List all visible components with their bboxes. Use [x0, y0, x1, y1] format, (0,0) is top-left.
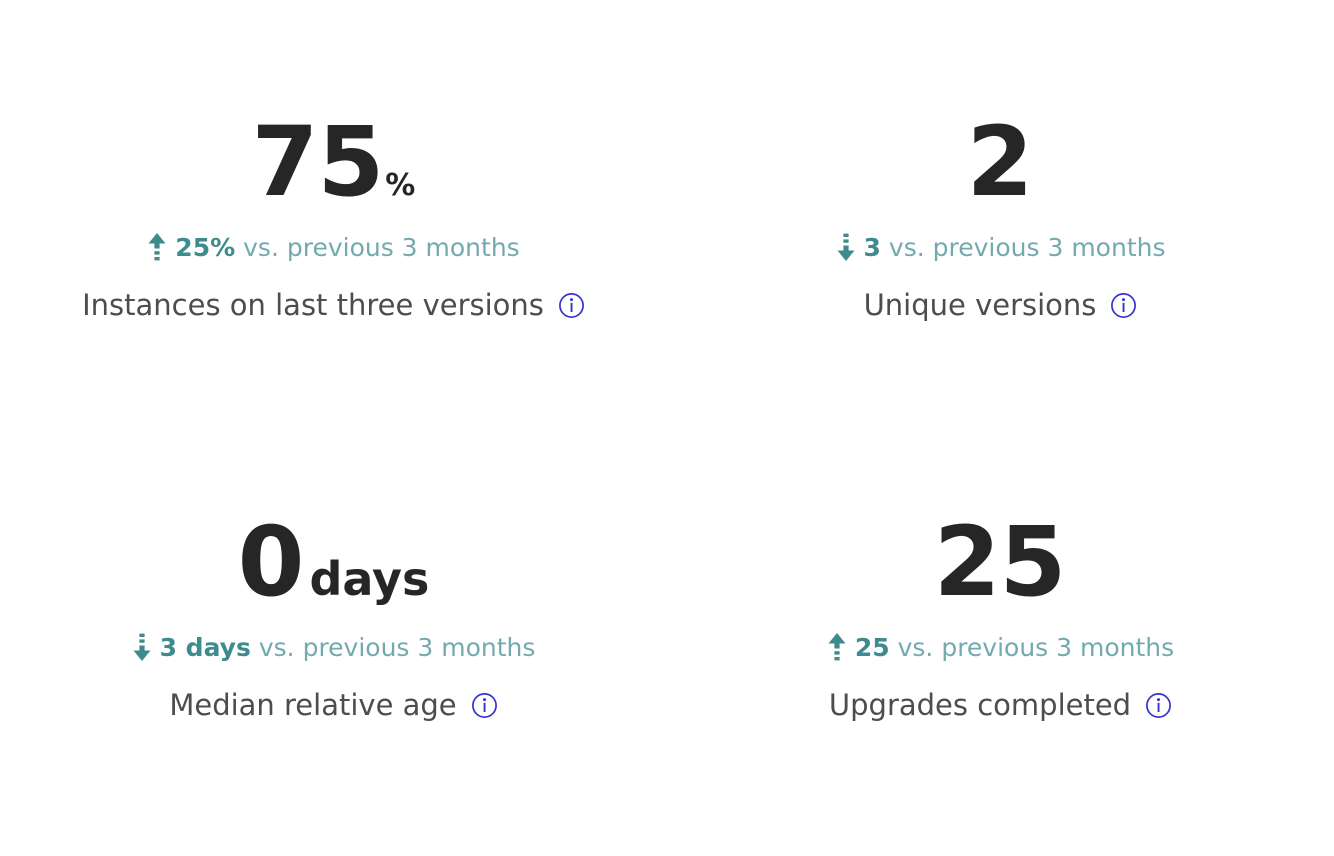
- kpi-value: 25: [933, 506, 1067, 618]
- kpi-delta-value: 3: [863, 232, 881, 262]
- kpi-value-unit: days: [309, 552, 430, 606]
- kpi-card-instances-on-last-three-versions: 75 % 25% vs. previous 3 months Instances…: [0, 22, 667, 422]
- info-icon[interactable]: [1110, 292, 1137, 319]
- kpi-delta-value: 25%: [175, 232, 236, 262]
- kpi-value: 0: [237, 506, 305, 618]
- kpi-label-row: Median relative age: [169, 688, 497, 722]
- kpi-label-row: Upgrades completed: [829, 688, 1172, 722]
- kpi-delta-row: 25% vs. previous 3 months: [147, 232, 520, 262]
- kpi-value-row: 2: [967, 114, 1035, 210]
- kpi-delta-compare: vs. previous 3 months: [897, 632, 1175, 662]
- kpi-delta-row: 3 vs. previous 3 months: [836, 232, 1166, 262]
- kpi-delta-row: 25 vs. previous 3 months: [827, 632, 1174, 662]
- kpi-card-median-relative-age: 0 days 3 days vs. previous 3 months Medi…: [0, 422, 667, 772]
- info-icon[interactable]: [1145, 692, 1172, 719]
- kpi-label: Instances on last three versions: [82, 288, 544, 322]
- arrow-down-icon: [132, 632, 152, 662]
- arrow-up-icon: [827, 632, 847, 662]
- kpi-label: Median relative age: [169, 688, 457, 722]
- kpi-delta-compare: vs. previous 3 months: [243, 232, 520, 262]
- kpi-delta-row: 3 days vs. previous 3 months: [132, 632, 536, 662]
- kpi-value-row: 25: [934, 514, 1068, 610]
- kpi-value-row: 0 days: [238, 514, 430, 610]
- kpi-label: Upgrades completed: [828, 688, 1132, 722]
- kpi-label: Unique versions: [863, 288, 1097, 322]
- kpi-value: 75: [251, 106, 385, 218]
- kpi-label-row: Unique versions: [864, 288, 1138, 322]
- kpi-value: 2: [966, 106, 1034, 218]
- kpi-delta-value: 25: [854, 632, 890, 662]
- kpi-value-row: 75 %: [252, 114, 416, 210]
- kpi-card-upgrades-completed: 25 25 vs. previous 3 months Upgrades com…: [667, 422, 1334, 772]
- kpi-label-row: Instances on last three versions: [82, 288, 585, 322]
- arrow-down-icon: [836, 232, 856, 262]
- info-icon[interactable]: [558, 292, 585, 319]
- kpi-card-unique-versions: 2 3 vs. previous 3 months Unique version…: [667, 22, 1334, 422]
- kpi-delta-value: 3 days: [159, 632, 251, 662]
- kpi-delta-compare: vs. previous 3 months: [888, 232, 1166, 262]
- info-icon[interactable]: [471, 692, 498, 719]
- kpi-delta-compare: vs. previous 3 months: [258, 632, 536, 662]
- arrow-up-icon: [147, 232, 167, 262]
- kpi-value-unit: %: [385, 168, 416, 203]
